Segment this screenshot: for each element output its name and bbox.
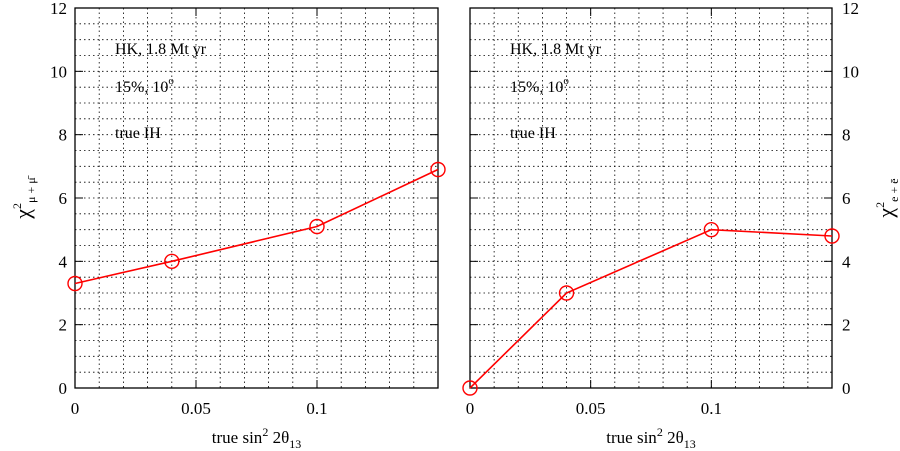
y-tick-label: 0 xyxy=(59,379,68,398)
x-tick-label: 0.1 xyxy=(701,399,722,418)
series-line xyxy=(74,168,439,285)
y-axis-label: χ2μ + μ̄ xyxy=(10,175,38,219)
data-point xyxy=(462,380,478,396)
y-tick-label: 10 xyxy=(50,62,67,81)
data-point xyxy=(309,218,325,235)
y-tick-label: 0 xyxy=(842,379,851,398)
y-tick-label: 4 xyxy=(59,252,68,271)
panel-annotation: HK, 1.8 Mt yr xyxy=(115,41,207,58)
y-tick-label: 12 xyxy=(50,0,67,18)
y-tick-label: 4 xyxy=(842,252,851,271)
y-tick-label: 8 xyxy=(842,126,851,145)
y-axis-label: χ2e + ē xyxy=(873,178,900,218)
data-point xyxy=(430,161,446,178)
y-tick-label: 12 xyxy=(842,0,859,18)
y-tick-label: 6 xyxy=(842,189,851,208)
panel-annotation: HK, 1.8 Mt yr xyxy=(510,41,602,58)
x-tick-label: 0.1 xyxy=(306,399,327,418)
data-point xyxy=(703,221,720,238)
data-point xyxy=(67,275,83,292)
panel-annotation: true IH xyxy=(510,125,556,142)
y-tick-label: 6 xyxy=(59,189,68,208)
data-point xyxy=(824,228,840,244)
panel-annotation: true IH xyxy=(115,125,161,142)
x-axis-label: true sin2 2θ13 xyxy=(212,425,301,451)
y-tick-label: 10 xyxy=(842,62,859,81)
x-tick-label: 0.05 xyxy=(181,399,211,418)
panel-annotation: 15%, 10o xyxy=(510,75,569,96)
y-tick-label: 2 xyxy=(842,316,851,335)
y-tick-label: 2 xyxy=(59,316,68,335)
x-tick-label: 0 xyxy=(466,399,475,418)
chart-panel-1: 0 0.05 0.1 0 2 4 6 8 10 12 HK, 1.8 Mt yr 15%, 10o tr… xyxy=(10,0,446,451)
series-line xyxy=(469,228,833,389)
chart-panel-2: 0 0.05 0.1 0 2 4 6 8 10 12 HK, 1.8 Mt yr 15%, 10o tr… xyxy=(462,0,900,451)
y-tick-label: 8 xyxy=(59,126,68,145)
data-point xyxy=(164,253,180,270)
x-tick-label: 0.05 xyxy=(576,399,606,418)
x-axis-label: true sin2 2θ13 xyxy=(606,425,695,451)
x-tick-label: 0 xyxy=(71,399,80,418)
panel-annotation: 15%, 10o xyxy=(115,75,174,96)
data-point xyxy=(558,285,575,301)
